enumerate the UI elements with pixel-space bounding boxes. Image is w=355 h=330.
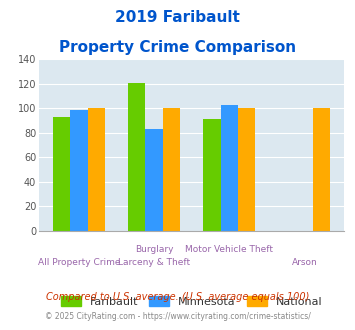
Text: Compared to U.S. average. (U.S. average equals 100): Compared to U.S. average. (U.S. average … bbox=[46, 292, 309, 302]
Text: All Property Crime: All Property Crime bbox=[38, 258, 120, 267]
Bar bbox=[238, 109, 255, 231]
Bar bbox=[313, 109, 331, 231]
Bar bbox=[88, 109, 105, 231]
Text: Larceny & Theft: Larceny & Theft bbox=[118, 258, 190, 267]
Text: Arson: Arson bbox=[292, 258, 317, 267]
Text: Property Crime Comparison: Property Crime Comparison bbox=[59, 40, 296, 54]
Text: 2019 Faribault: 2019 Faribault bbox=[115, 10, 240, 25]
Text: Burglary: Burglary bbox=[135, 245, 173, 254]
Bar bbox=[70, 110, 88, 231]
Bar bbox=[53, 117, 70, 231]
Text: Motor Vehicle Theft: Motor Vehicle Theft bbox=[185, 245, 273, 254]
Legend: Faribault, Minnesota, National: Faribault, Minnesota, National bbox=[56, 291, 327, 311]
Bar bbox=[203, 119, 221, 231]
Bar bbox=[163, 109, 180, 231]
Text: © 2025 CityRating.com - https://www.cityrating.com/crime-statistics/: © 2025 CityRating.com - https://www.city… bbox=[45, 312, 310, 321]
Bar bbox=[128, 83, 146, 231]
Bar bbox=[221, 105, 238, 231]
Bar bbox=[146, 129, 163, 231]
